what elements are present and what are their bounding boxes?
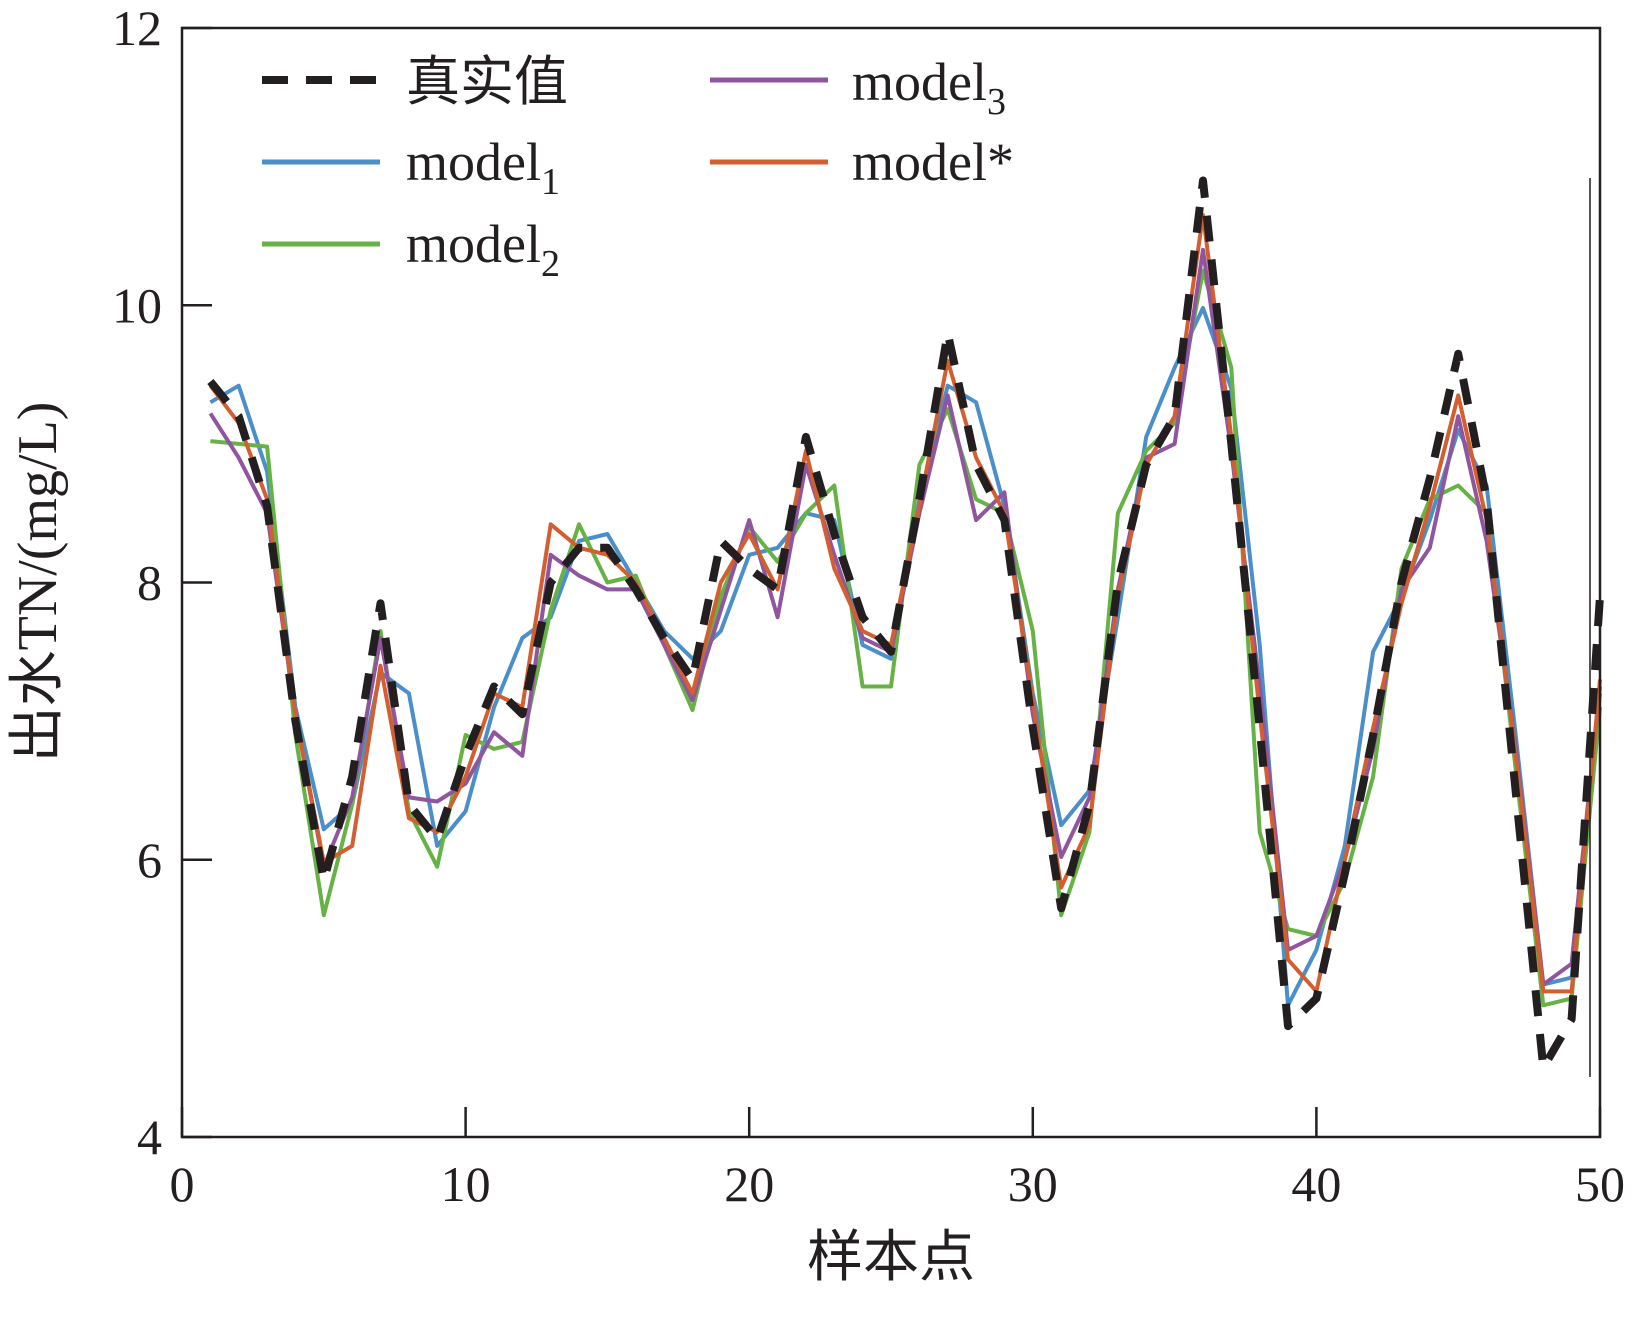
legend-label-model2: model2: [406, 214, 560, 285]
legend-label-model1-main: model: [406, 132, 541, 192]
x-tick-label: 10: [441, 1156, 491, 1212]
x-tick-label: 50: [1575, 1156, 1625, 1212]
y-axis-title: 出水TN/(mg/L): [7, 402, 69, 763]
legend-label-model1-sub: 1: [541, 161, 560, 203]
y-tick-label: 10: [112, 277, 162, 333]
legend-label-model2-main: model: [406, 214, 541, 274]
legend-label-model2-sub: 2: [541, 243, 560, 285]
series-layer: [207, 176, 1604, 1072]
legend-label-model-star: model*: [852, 132, 1014, 192]
x-tick-label: 0: [170, 1156, 195, 1212]
legend: 真实值 model1 model2 model3 model*: [262, 52, 1014, 285]
x-tick-label: 40: [1291, 1156, 1341, 1212]
plot-frame: [180, 26, 1602, 1139]
y-tick-label: 4: [137, 1109, 162, 1165]
legend-label-model1: model1: [406, 132, 560, 203]
series-line-model-star: [208, 213, 1602, 994]
tick-layer: [180, 26, 1602, 1139]
x-tick-label: 20: [724, 1156, 774, 1212]
series-line-true-value: [207, 176, 1604, 1072]
x-tick-label: 30: [1008, 1156, 1058, 1212]
y-tick-label: 8: [137, 555, 162, 611]
y-tick-label: 12: [112, 0, 162, 56]
legend-label-true-value: 真实值: [406, 52, 568, 112]
legend-label-model3: model3: [852, 52, 1006, 123]
y-tick-label: 6: [137, 832, 162, 888]
legend-label-model3-sub: 3: [987, 81, 1006, 123]
legend-label-model3-main: model: [852, 52, 987, 112]
x-axis-title: 样本点: [807, 1227, 975, 1289]
